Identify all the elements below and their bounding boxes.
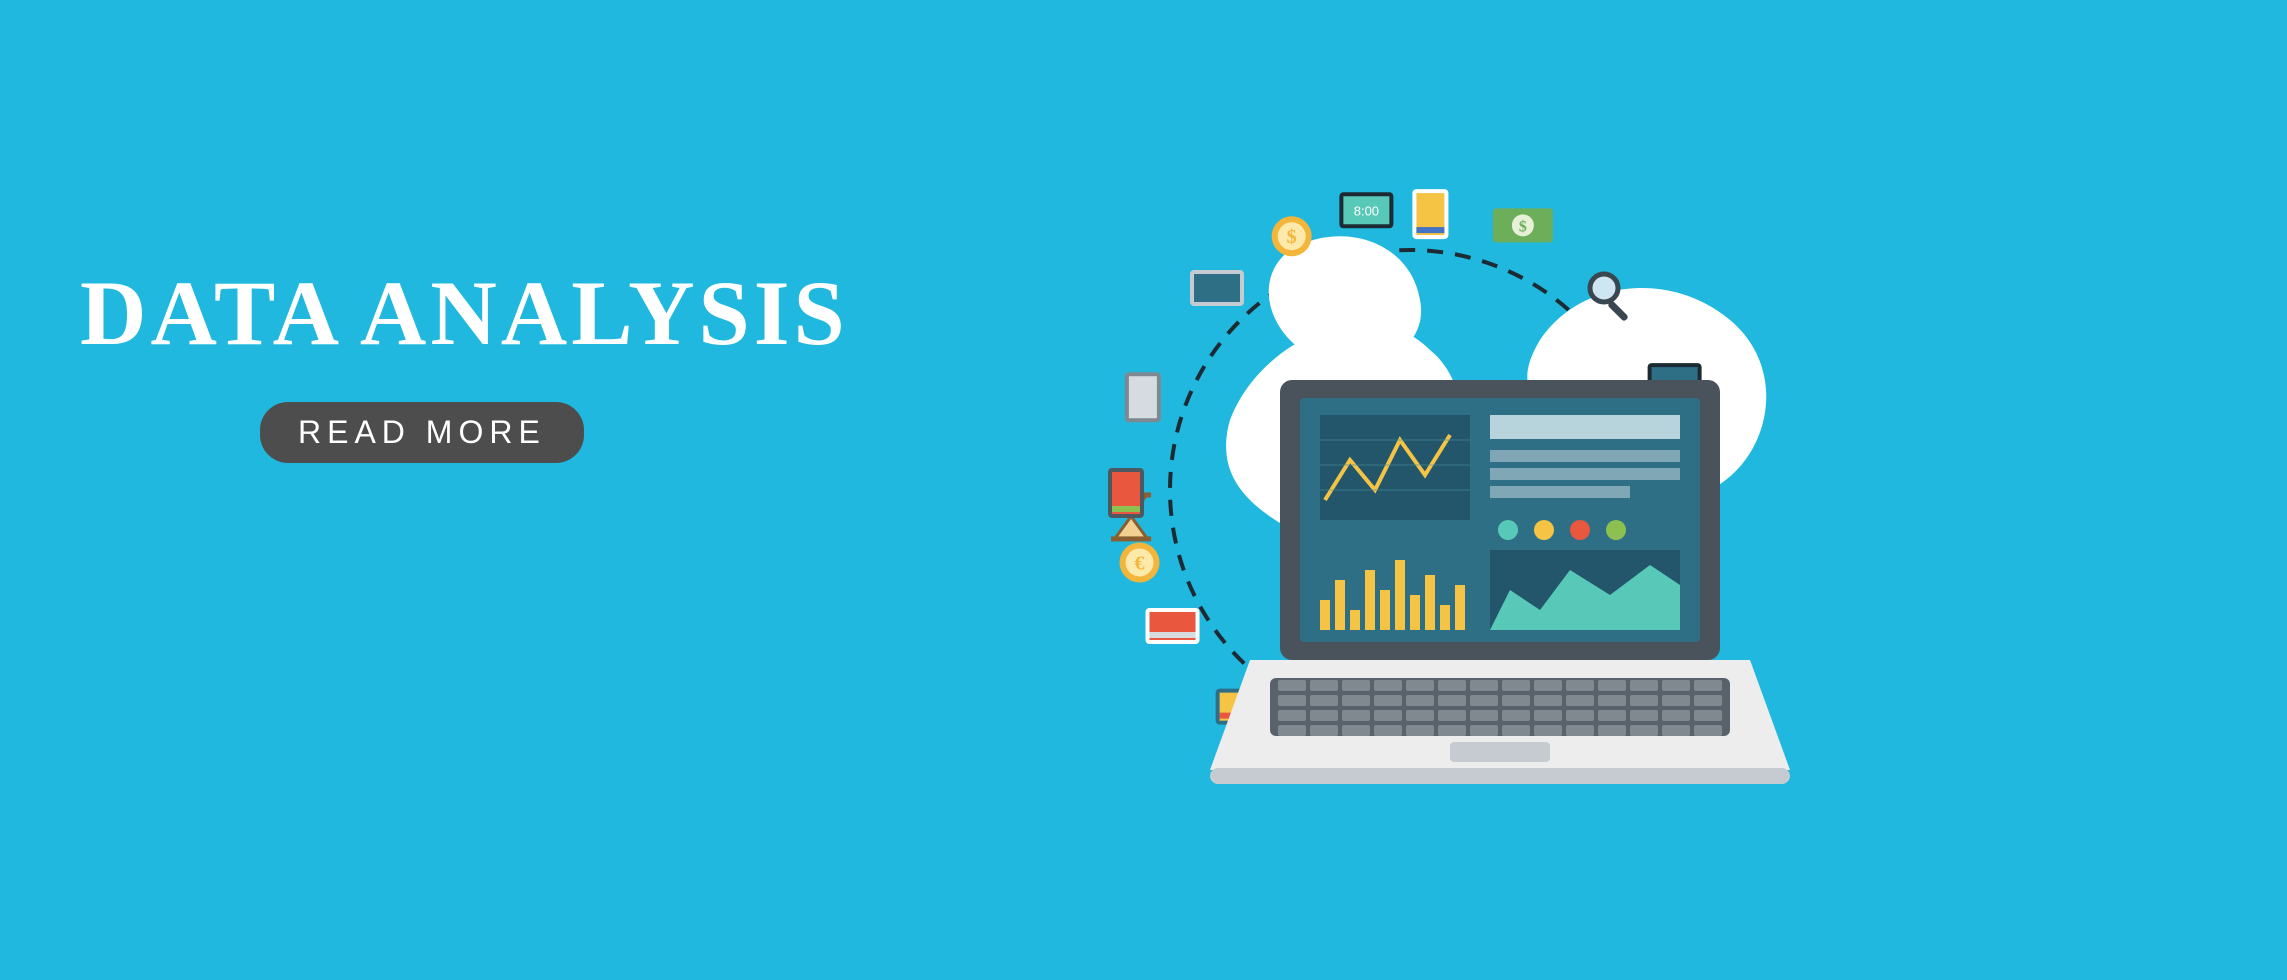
calculator-icon xyxy=(1108,468,1144,518)
digital-clock-icon: 8:00 xyxy=(1339,192,1393,228)
svg-text:$: $ xyxy=(1519,218,1527,235)
laptop-mini-icon xyxy=(1190,270,1244,306)
money-bill-icon: $ xyxy=(1493,208,1553,242)
gold-coin-dollar-2-icon: $ xyxy=(1272,216,1312,256)
calendar-icon xyxy=(1146,608,1200,644)
data-analysis-illustration: $500$$8:00$€ xyxy=(820,0,2287,980)
tablet-device-icon xyxy=(1125,372,1161,422)
laptop-icon xyxy=(1210,380,1790,784)
svg-text:€: € xyxy=(1135,552,1145,574)
report-document-icon xyxy=(1412,189,1448,239)
svg-text:$: $ xyxy=(1287,226,1297,248)
read-more-button[interactable]: READ MORE xyxy=(260,402,584,463)
banner-title: DATA ANALYSIS xyxy=(80,260,760,366)
svg-text:8:00: 8:00 xyxy=(1354,203,1379,218)
gold-coin-euro-icon: € xyxy=(1120,542,1160,582)
